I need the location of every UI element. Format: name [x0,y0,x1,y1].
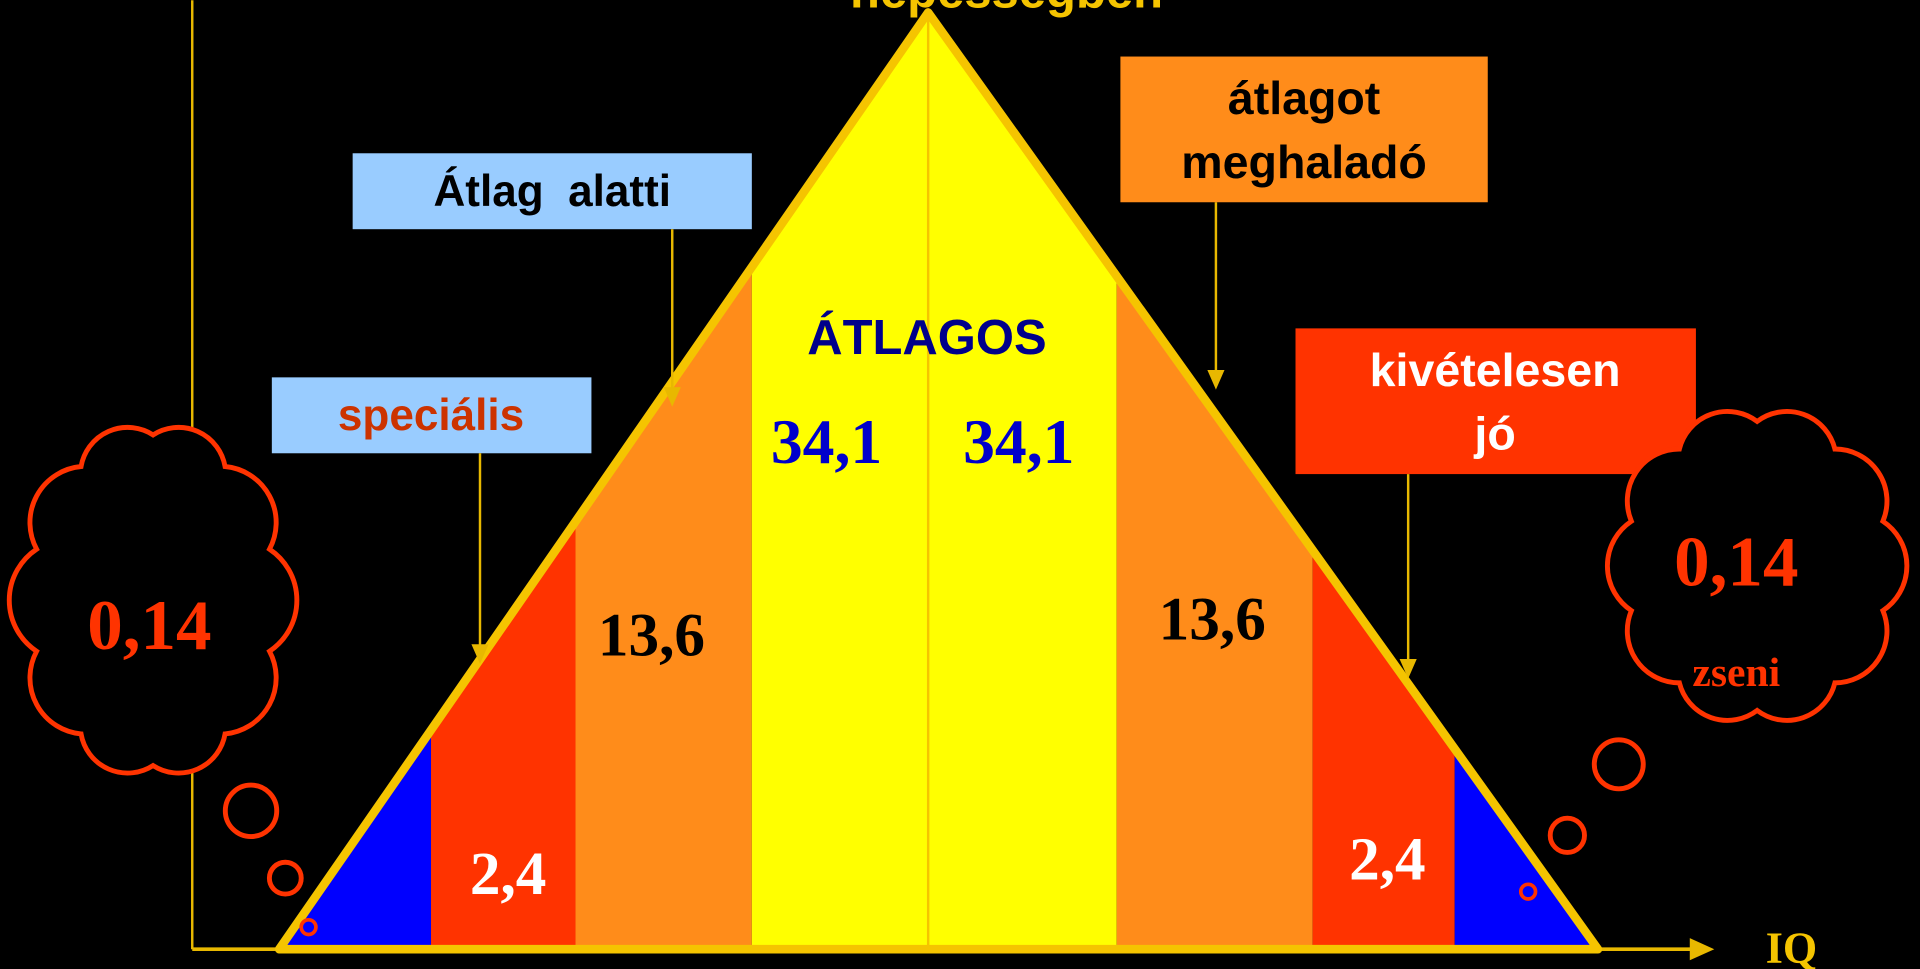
title: népességben [850,0,1163,19]
segment-label: 34,1 [771,406,882,477]
page: népességben Átlag alatti speciális átlag… [0,0,1920,969]
segment-label: 2,4 [1349,825,1426,893]
callout-label: meghaladó [1181,136,1427,188]
tail-caption: zseni [1692,650,1780,696]
segment-label: 13,6 [598,601,705,669]
segment-label: 13,6 [1159,585,1266,653]
segment-label: 2,4 [470,840,547,908]
slide: népességben Átlag alatti speciális átlag… [0,0,1920,969]
callout-label: speciális [338,391,524,440]
tail-value: 0,14 [1674,524,1798,602]
callout-label: kivételesen [1370,344,1621,396]
axis-label: IQ [1766,924,1817,969]
callout-label: jó [1473,408,1515,460]
tail-value: 0,14 [87,587,211,665]
center-label: ÁTLAGOS [807,311,1046,365]
segment-label: 34,1 [963,406,1074,477]
callout-label: átlagot [1228,72,1380,124]
callout-label: Átlag alatti [433,166,671,216]
